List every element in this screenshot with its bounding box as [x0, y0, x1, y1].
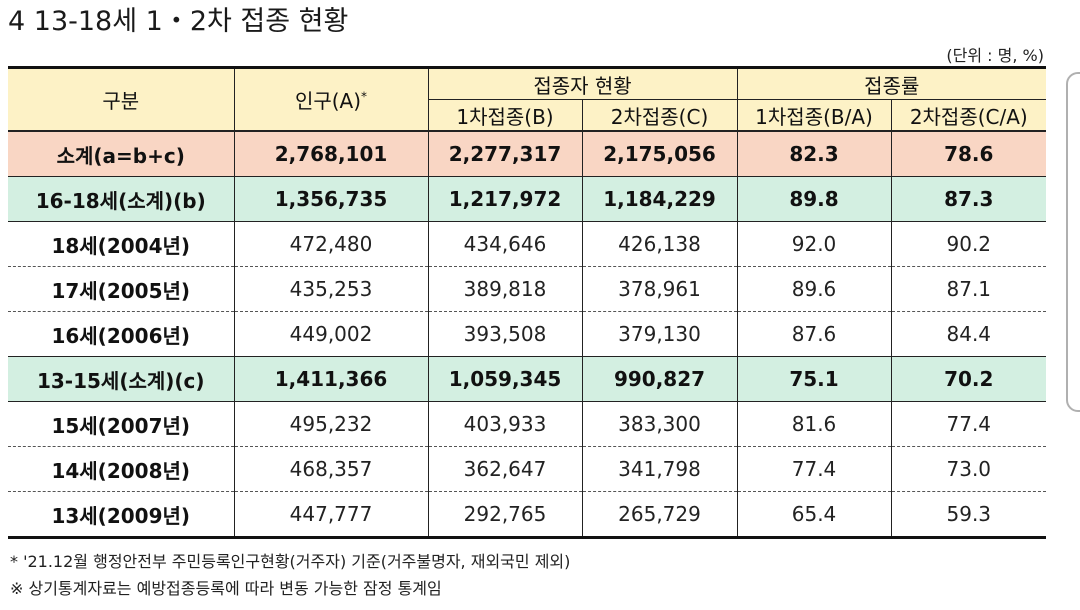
table-row: 15세(2007년) 495,232 403,933 383,300 81.6 …: [8, 401, 1047, 447]
cell-second-dose: 2,175,056: [581, 131, 738, 177]
row-label: 소계(a=b+c): [8, 131, 234, 177]
unit-label: (단위 : 명, %): [946, 46, 1044, 65]
cell-second-dose: 378,961: [581, 266, 738, 312]
row-label: 14세(2008년): [8, 446, 234, 492]
cell-second-rate: 90.2: [890, 221, 1047, 267]
cell-population: 472,480: [233, 221, 428, 267]
footnote-mark: *: [361, 89, 368, 104]
cell-first-dose: 2,277,317: [427, 131, 582, 177]
header-first-dose: 1차접종(B): [427, 99, 582, 131]
cell-population: 1,411,366: [233, 356, 428, 402]
table-row-total: 소계(a=b+c) 2,768,101 2,277,317 2,175,056 …: [8, 131, 1047, 177]
cell-second-dose: 426,138: [581, 221, 738, 267]
cell-first-dose: 362,647: [427, 446, 582, 492]
table-row: 18세(2004년) 472,480 434,646 426,138 92.0 …: [8, 221, 1047, 267]
cell-first-rate: 77.4: [736, 446, 892, 492]
cell-second-rate: 87.3: [890, 176, 1047, 222]
cell-second-rate: 73.0: [890, 446, 1047, 492]
side-panel-frame: [1066, 72, 1080, 412]
cell-second-dose: 265,729: [581, 491, 738, 538]
cell-second-dose: 379,130: [581, 311, 738, 357]
cell-population: 1,356,735: [233, 176, 428, 222]
header-vaccinated-group: 접종자 현황: [427, 67, 738, 100]
header-first-rate: 1차접종(B/A): [736, 99, 892, 131]
row-label: 17세(2005년): [8, 266, 234, 312]
cell-first-dose: 393,508: [427, 311, 582, 357]
row-label: 16-18세(소계)(b): [8, 176, 234, 222]
cell-second-dose: 1,184,229: [581, 176, 738, 222]
cell-first-rate: 87.6: [736, 311, 892, 357]
cell-first-rate: 92.0: [736, 221, 892, 267]
header-population-label: 인구(A): [294, 89, 362, 113]
table-row-subtotal: 13-15세(소계)(c) 1,411,366 1,059,345 990,82…: [8, 356, 1047, 402]
cell-second-dose: 990,827: [581, 356, 738, 402]
cell-first-rate: 89.6: [736, 266, 892, 312]
cell-second-dose: 383,300: [581, 401, 738, 447]
cell-second-rate: 87.1: [890, 266, 1047, 312]
table-row: 13세(2009년) 447,777 292,765 265,729 65.4 …: [8, 491, 1047, 538]
cell-first-rate: 89.8: [736, 176, 892, 222]
cell-population: 2,768,101: [233, 131, 428, 177]
row-label: 16세(2006년): [8, 311, 234, 357]
cell-second-rate: 70.2: [890, 356, 1047, 402]
row-label: 18세(2004년): [8, 221, 234, 267]
table-row: 17세(2005년) 435,253 389,818 378,961 89.6 …: [8, 266, 1047, 312]
cell-population: 449,002: [233, 311, 428, 357]
cell-first-dose: 1,217,972: [427, 176, 582, 222]
footnote-population-source: * '21.12월 행정안전부 주민등록인구현황(거주자) 기준(거주불명자, …: [10, 552, 571, 571]
cell-first-rate: 75.1: [736, 356, 892, 402]
cell-first-dose: 1,059,345: [427, 356, 582, 402]
cell-first-dose: 403,933: [427, 401, 582, 447]
table-row-subtotal: 16-18세(소계)(b) 1,356,735 1,217,972 1,184,…: [8, 176, 1047, 222]
page-title: 4 13-18세 1・2차 접종 현황: [8, 6, 349, 37]
cell-first-rate: 82.3: [736, 131, 892, 177]
row-label: 15세(2007년): [8, 401, 234, 447]
header-rate-group: 접종률: [736, 67, 1047, 100]
cell-population: 495,232: [233, 401, 428, 447]
cell-second-rate: 59.3: [890, 491, 1047, 538]
cell-second-rate: 77.4: [890, 401, 1047, 447]
cell-first-dose: 292,765: [427, 491, 582, 538]
vaccination-table: 구분 인구(A)* 접종자 현황 접종률 1차접종(B) 2차접종(C) 1차접…: [8, 66, 1047, 539]
cell-population: 468,357: [233, 446, 428, 492]
header-category: 구분: [8, 67, 234, 131]
cell-first-rate: 81.6: [736, 401, 892, 447]
cell-second-dose: 341,798: [581, 446, 738, 492]
table-row: 16세(2006년) 449,002 393,508 379,130 87.6 …: [8, 311, 1047, 357]
header-second-rate: 2차접종(C/A): [890, 99, 1047, 131]
footnote-provisional: ※ 상기통계자료는 예방접종등록에 따라 변동 가능한 잠정 통계임: [10, 579, 442, 598]
row-label: 13세(2009년): [51, 503, 191, 528]
cell-first-dose: 389,818: [427, 266, 582, 312]
header-population: 인구(A)*: [233, 67, 428, 131]
cell-population: 435,253: [233, 266, 428, 312]
header-second-dose: 2차접종(C): [581, 99, 738, 131]
cell-population: 447,777: [233, 491, 428, 538]
cell-first-rate: 65.4: [736, 491, 892, 538]
cell-second-rate: 78.6: [890, 131, 1047, 177]
row-label: 13-15세(소계)(c): [8, 356, 234, 402]
cell-second-rate: 84.4: [890, 311, 1047, 357]
cell-first-dose: 434,646: [427, 221, 582, 267]
table-row: 14세(2008년) 468,357 362,647 341,798 77.4 …: [8, 446, 1047, 492]
